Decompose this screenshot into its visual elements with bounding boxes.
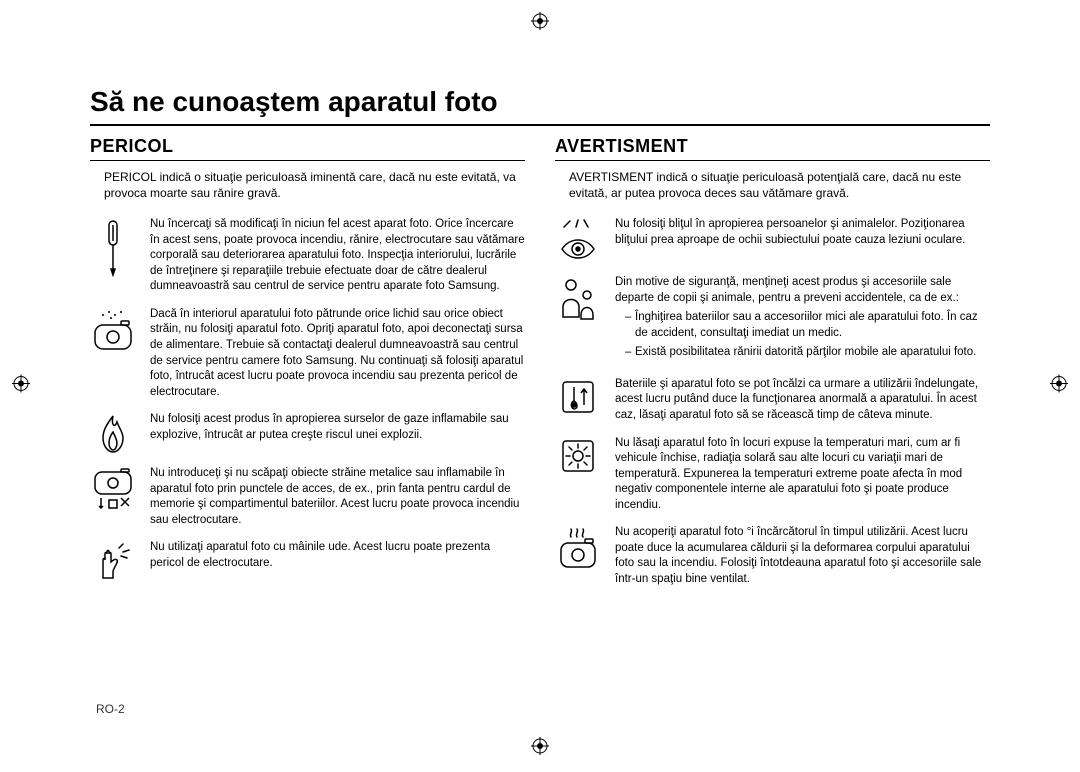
danger-item-text: Nu folosiţi acest produs în apropierea s…	[150, 412, 525, 443]
warning-item-text: Bateriile şi aparatul foto se pot încălz…	[615, 377, 990, 424]
warning-intro: AVERTISMENT indică o situaţie periculoas…	[555, 169, 990, 201]
sun-icon	[555, 436, 601, 474]
page-title: Să ne cunoaştem aparatul foto	[90, 86, 990, 126]
page: Să ne cunoaştem aparatul foto PERICOL PE…	[0, 0, 1080, 772]
danger-item-text: Nu încercaţi să modificaţi în niciun fel…	[150, 217, 525, 295]
warning-item: Din motive de siguranţă, menţineţi acest…	[555, 275, 990, 365]
content-columns: PERICOL PERICOL indică o situaţie pericu…	[90, 136, 990, 599]
camera-heat-icon	[555, 525, 601, 571]
registration-mark-icon	[12, 375, 30, 398]
danger-heading: PERICOL	[90, 136, 525, 161]
registration-mark-icon	[531, 12, 549, 35]
children-icon	[555, 275, 601, 321]
warning-heading: AVERTISMENT	[555, 136, 990, 161]
danger-item: Nu introduceţi şi nu scăpaţi obiecte str…	[90, 466, 525, 528]
warning-item: Nu lăsaţi aparatul foto în locuri expuse…	[555, 436, 990, 514]
danger-item: Nu încercaţi să modificaţi în niciun fel…	[90, 217, 525, 295]
danger-item: Nu utilizaţi aparatul foto cu mâinile ud…	[90, 540, 525, 582]
page-number: RO-2	[96, 702, 125, 716]
warning-item: Nu acoperiţi aparatul foto °i încărcător…	[555, 525, 990, 587]
warning-item-text: Nu lăsaţi aparatul foto în locuri expuse…	[615, 436, 990, 514]
list-item: Există posibilitatea rănirii datorită pă…	[625, 345, 990, 361]
danger-item: Dacă în interiorul aparatului foto pătru…	[90, 307, 525, 400]
camera-liquid-icon	[90, 307, 136, 353]
registration-mark-icon	[531, 737, 549, 760]
danger-item-text: Nu introduceţi şi nu scăpaţi obiecte str…	[150, 466, 525, 528]
warning-children-intro: Din motive de siguranţă, menţineţi acest…	[615, 276, 959, 304]
warning-column: AVERTISMENT AVERTISMENT indică o situaţi…	[555, 136, 990, 599]
wet-hand-icon	[90, 540, 136, 582]
flame-icon	[90, 412, 136, 454]
thermometer-icon	[555, 377, 601, 415]
danger-item-text: Dacă în interiorul aparatului foto pătru…	[150, 307, 525, 400]
screwdriver-icon	[90, 217, 136, 277]
warning-item: Nu folosiţi bliţul în apropierea persoan…	[555, 217, 990, 263]
camera-metal-icon	[90, 466, 136, 516]
warning-children-list: Înghiţirea bateriilor sau a accesoriilor…	[615, 310, 990, 361]
warning-item-text: Din motive de siguranţă, menţineţi acest…	[615, 275, 990, 365]
danger-item-text: Nu utilizaţi aparatul foto cu mâinile ud…	[150, 540, 525, 571]
danger-intro: PERICOL indică o situaţie periculoasă im…	[90, 169, 525, 201]
flash-eye-icon	[555, 217, 601, 263]
warning-item-text: Nu folosiţi bliţul în apropierea persoan…	[615, 217, 990, 248]
registration-mark-icon	[1050, 375, 1068, 398]
warning-item-text: Nu acoperiţi aparatul foto °i încărcător…	[615, 525, 990, 587]
list-item: Înghiţirea bateriilor sau a accesoriilor…	[625, 310, 990, 341]
danger-item: Nu folosiţi acest produs în apropierea s…	[90, 412, 525, 454]
danger-column: PERICOL PERICOL indică o situaţie pericu…	[90, 136, 525, 599]
warning-item: Bateriile şi aparatul foto se pot încălz…	[555, 377, 990, 424]
